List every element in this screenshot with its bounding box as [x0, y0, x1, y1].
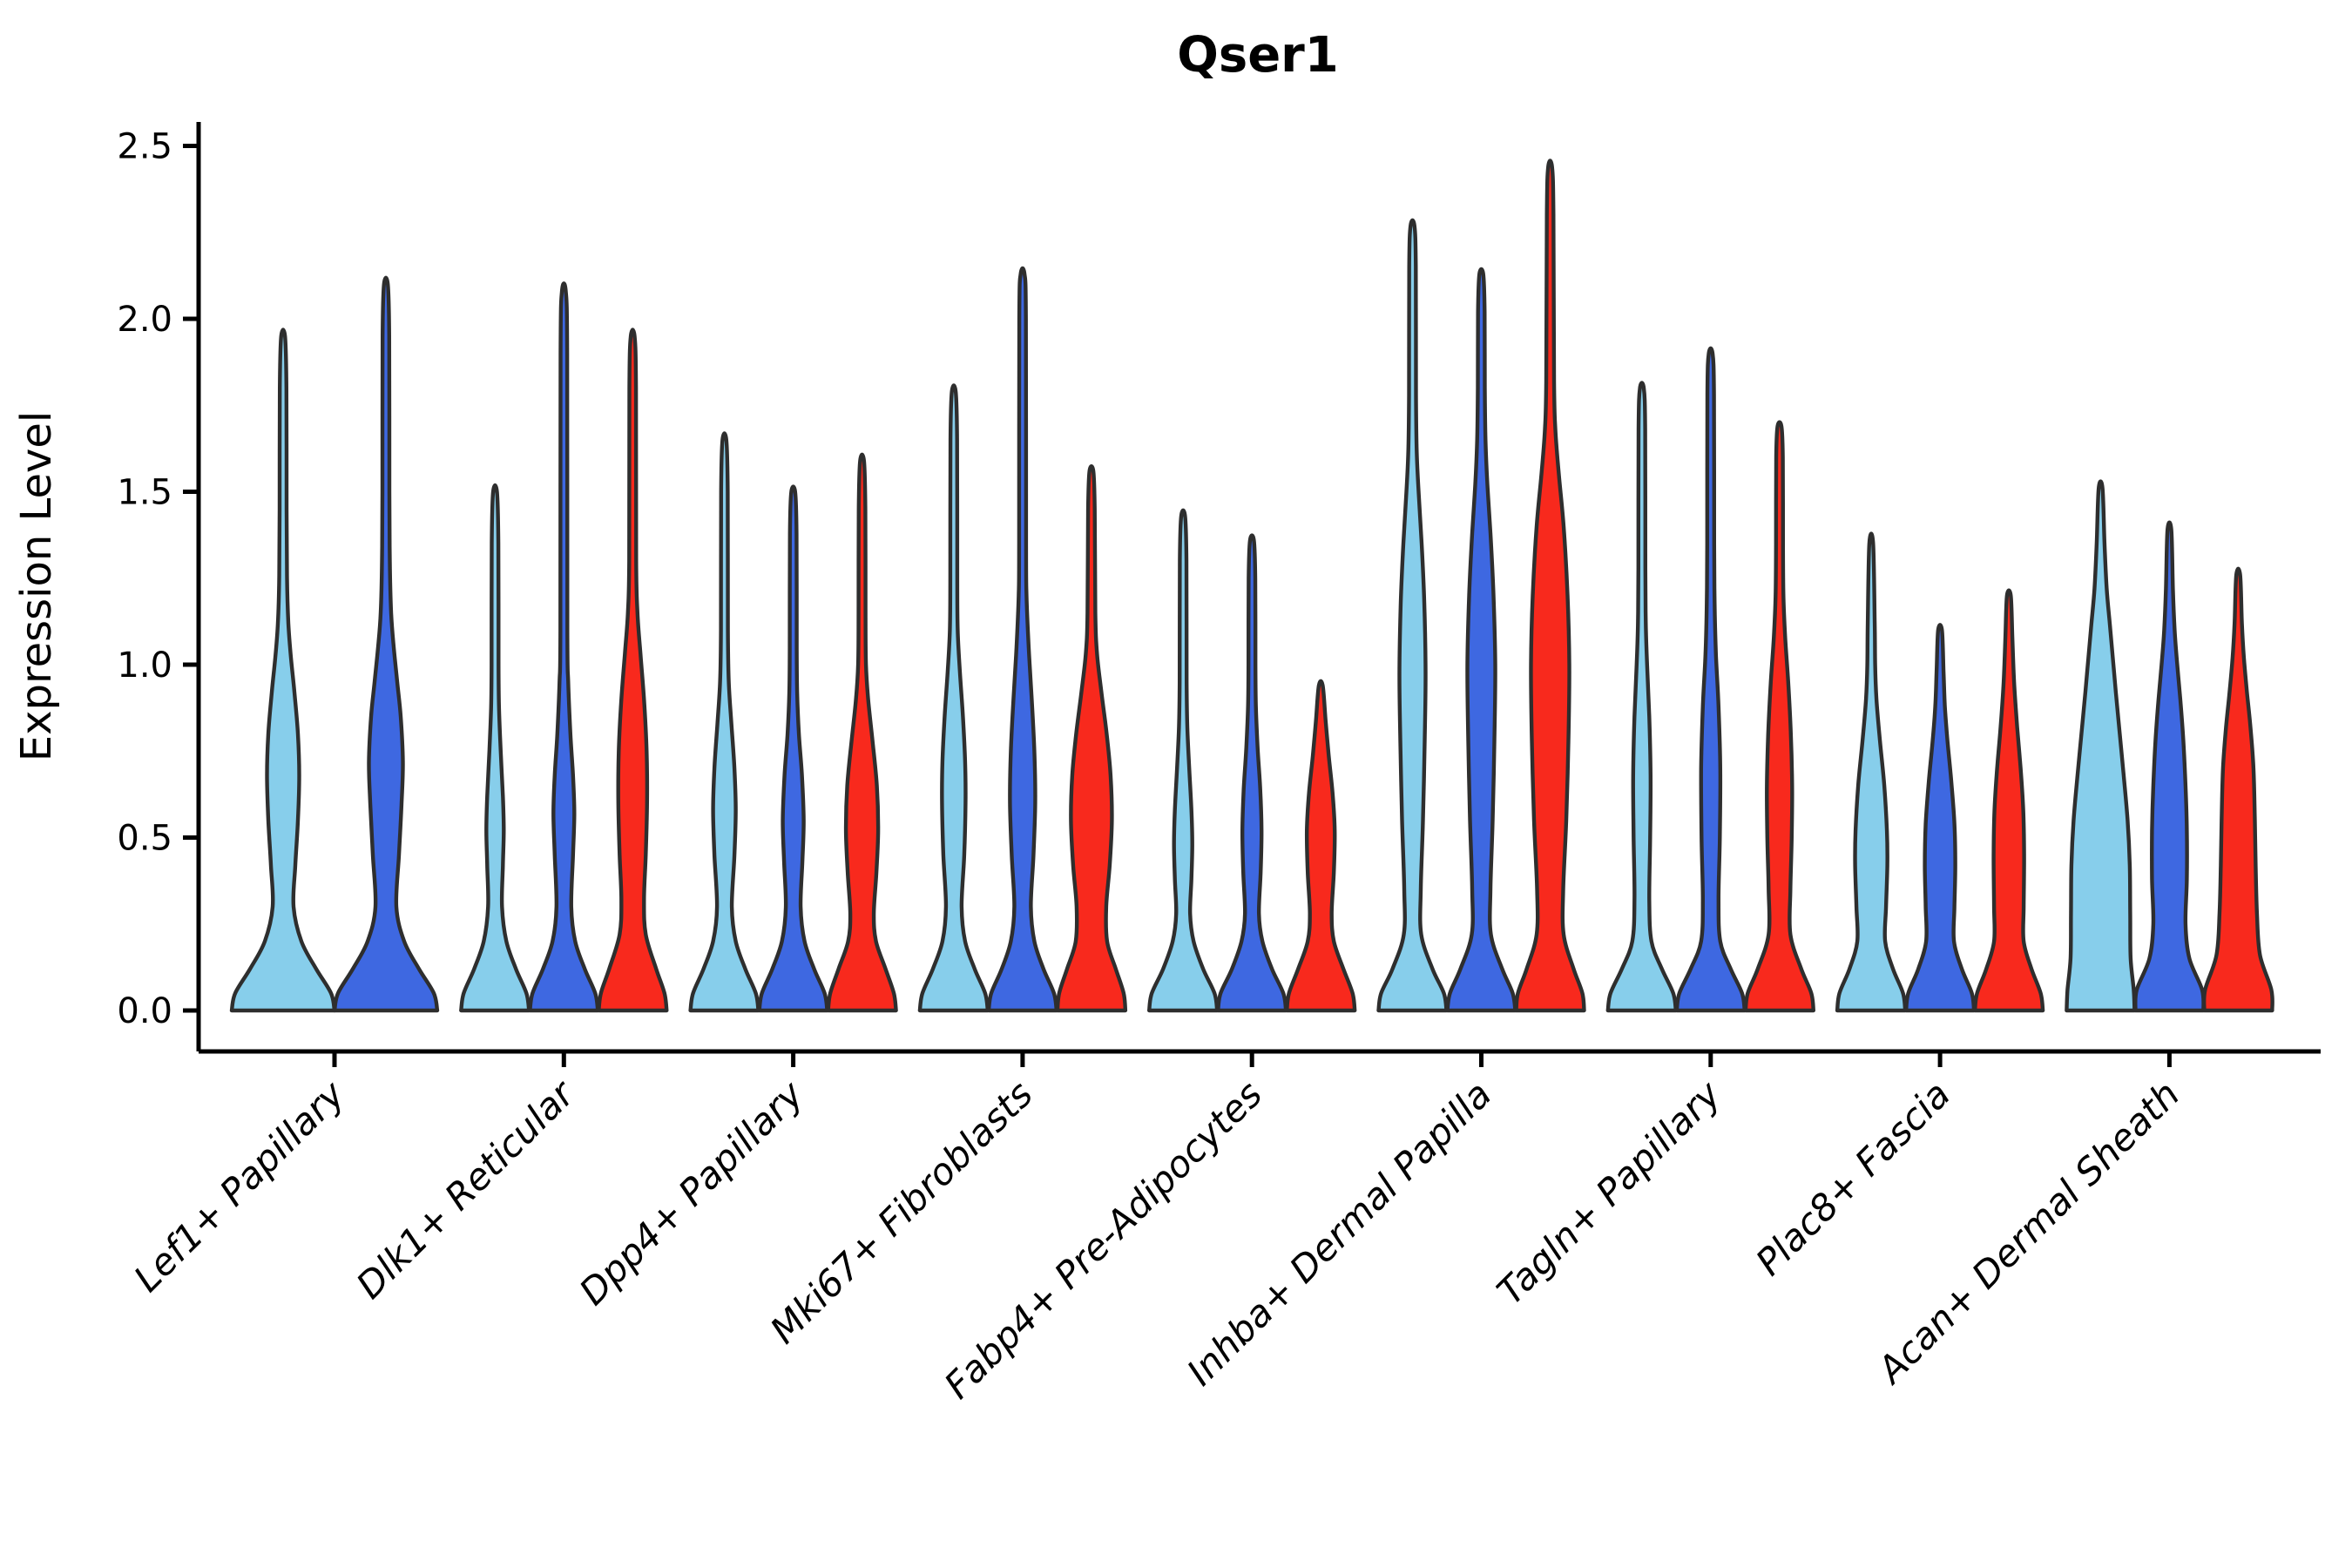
violin-dpp4-red [826, 452, 898, 1013]
y-tick-label: 1.5 [117, 473, 172, 513]
violin-dlk1-red [597, 328, 669, 1013]
violin-dpp4-light-blue [688, 431, 760, 1013]
violin-tagln-light-blue [1605, 381, 1678, 1013]
chart-title: Qser1 [1177, 27, 1339, 84]
violin-acan-red [2201, 566, 2274, 1013]
y-tick-label: 2.5 [117, 127, 172, 167]
violin-mki67-red [1055, 464, 1128, 1013]
violin-plac8-dark-blue [1903, 623, 1977, 1013]
violin-plac8-red [1972, 588, 2045, 1013]
violin-tagln-red [1743, 420, 1815, 1013]
violin-dlk1-dark-blue [528, 281, 600, 1013]
y-tick-label: 1.0 [117, 645, 172, 686]
y-axis-label: Expression Level [12, 411, 61, 762]
violin-dpp4-dark-blue [757, 484, 829, 1013]
violin-acan-light-blue [2065, 479, 2137, 1013]
violins-layer [229, 159, 2274, 1013]
y-tick-label: 2.0 [117, 300, 172, 340]
violin-inhba-light-blue [1376, 218, 1449, 1013]
x-tick-label: Plac8+ Fascia [1747, 1072, 1958, 1283]
violin-acan-dark-blue [2133, 520, 2206, 1013]
violin-lef1-dark-blue [332, 275, 440, 1013]
y-tick-label: 0.0 [117, 991, 172, 1031]
violin-mki67-dark-blue [986, 266, 1059, 1013]
violin-plac8-light-blue [1835, 531, 1908, 1013]
violin-inhba-red [1514, 159, 1586, 1013]
x-tick-label: Lef1+ Papillary [125, 1072, 354, 1301]
violin-fabp4-dark-blue [1216, 533, 1288, 1013]
violin-dlk1-light-blue [459, 483, 531, 1013]
y-tick-label: 0.5 [117, 819, 172, 859]
violin-mki67-light-blue [917, 383, 990, 1013]
violin-fabp4-red [1285, 679, 1357, 1013]
x-tick-label: Tagln+ Papillary [1489, 1072, 1730, 1314]
x-tick-label: Mki67+ Fibroblasts [762, 1072, 1041, 1351]
violin-inhba-dark-blue [1445, 267, 1517, 1013]
violin-tagln-dark-blue [1674, 346, 1747, 1013]
x-tick-label: Dlk1+ Reticular [348, 1071, 585, 1307]
x-tick-label: Dpp4+ Papillary [571, 1072, 813, 1314]
violin-lef1-light-blue [229, 328, 337, 1013]
violin-fabp4-light-blue [1147, 508, 1220, 1013]
